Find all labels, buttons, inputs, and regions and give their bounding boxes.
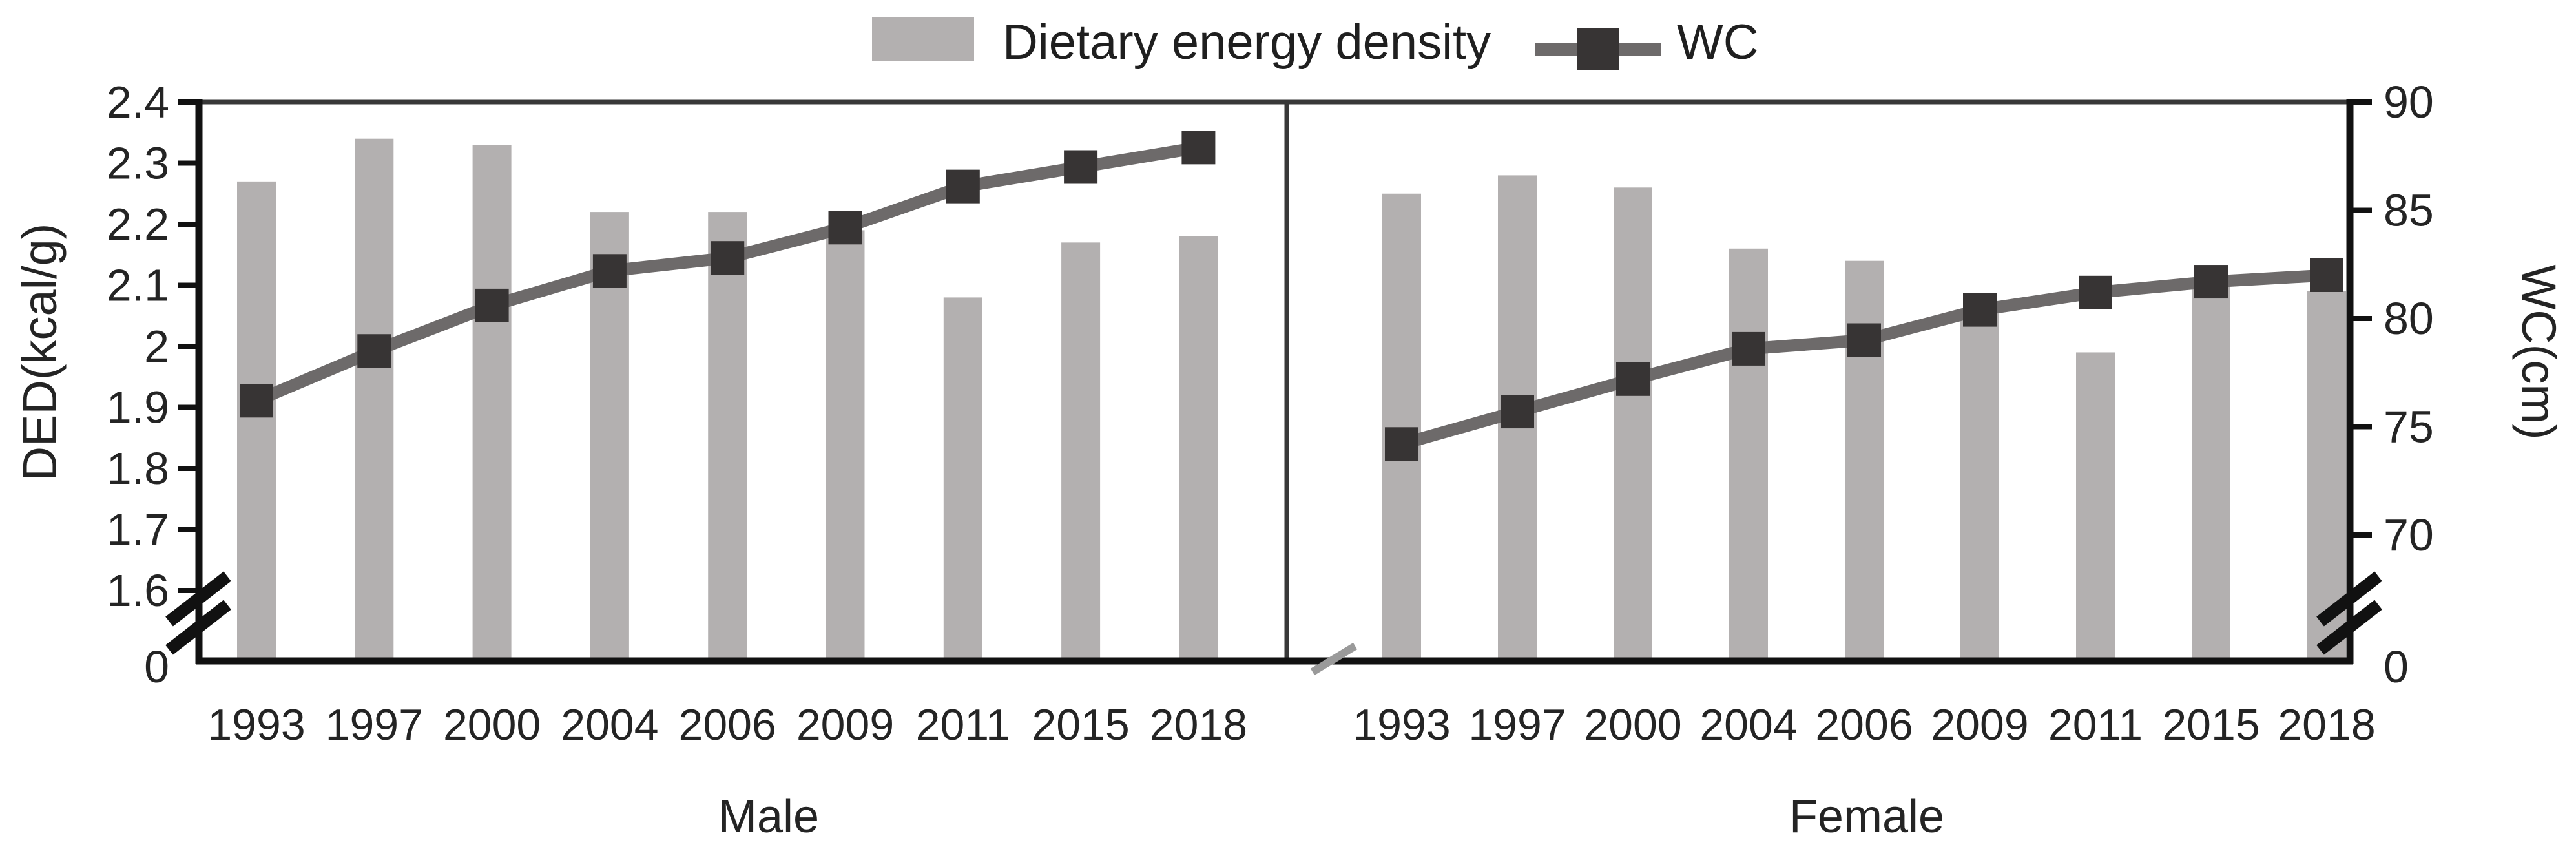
wc-marker-male-1997 (357, 334, 391, 368)
legend-bar-label: Dietary energy density (1002, 15, 1491, 70)
year-label-female-2018: 2018 (2278, 700, 2375, 749)
wc-marker-male-2011 (946, 169, 980, 204)
wc-marker-male-2018 (1181, 131, 1216, 165)
right-axis-tick-label: 70 (2384, 510, 2434, 560)
bar-male-1993 (237, 181, 276, 662)
bar-male-2000 (472, 145, 512, 661)
bar-male-2015 (1061, 242, 1101, 662)
bar-female-2004 (1729, 248, 1768, 661)
year-label-male-2011: 2011 (916, 700, 1010, 749)
bar-male-2018 (1179, 236, 1218, 661)
wc-marker-female-2015 (2194, 265, 2228, 299)
year-label-male-2009: 2009 (796, 700, 894, 749)
bar-male-1997 (355, 138, 394, 661)
wc-marker-female-2004 (1732, 331, 1765, 366)
legend-bar-swatch (872, 17, 974, 61)
year-label-female-2015: 2015 (2162, 700, 2259, 749)
year-label-male-2015: 2015 (1032, 700, 1129, 749)
year-label-female-1993: 1993 (1353, 700, 1450, 749)
wc-marker-male-2004 (592, 254, 627, 288)
left-axis-break-icon (165, 600, 231, 655)
left-axis-tick-label: 1.7 (107, 505, 169, 555)
year-label-female-1997: 1997 (1468, 700, 1566, 749)
year-label-female-2004: 2004 (1699, 700, 1797, 749)
wc-marker-female-2006 (1847, 323, 1881, 357)
year-label-male-2018: 2018 (1150, 700, 1247, 749)
year-label-female-2011: 2011 (2048, 700, 2143, 749)
wc-marker-male-2015 (1064, 150, 1098, 184)
bar-male-2006 (708, 212, 747, 662)
wc-marker-female-2009 (1963, 293, 1997, 327)
wc-marker-male-2009 (828, 211, 862, 245)
legend-line-marker-icon (1577, 28, 1619, 70)
wc-marker-female-1993 (1385, 427, 1418, 461)
right-axis-break-icon (2316, 571, 2382, 627)
right-axis-tick-label: 85 (2384, 185, 2434, 236)
wc-marker-male-2000 (475, 288, 509, 322)
panel-label-male: Male (718, 791, 820, 842)
left-axis-tick-label: 2.1 (107, 260, 169, 311)
year-label-male-2006: 2006 (679, 700, 776, 749)
left-axis-break-icon (165, 571, 231, 627)
left-axis-zero-label: 0 (144, 642, 169, 692)
year-label-female-2009: 2009 (1931, 700, 2028, 749)
right-axis-zero-label: 0 (2384, 642, 2409, 692)
wc-marker-female-1997 (1501, 395, 1534, 429)
right-axis-tick-label: 90 (2384, 77, 2434, 127)
year-label-male-2004: 2004 (561, 700, 658, 749)
right-axis-tick-label: 80 (2384, 293, 2434, 344)
left-axis-tick-label: 2.4 (107, 77, 169, 127)
divider-axis-break-icon (1310, 642, 1358, 676)
left-axis-tick-label: 2.2 (107, 199, 169, 249)
bar-male-2011 (943, 297, 982, 661)
right-axis-break-icon (2316, 600, 2382, 655)
year-label-female-2006: 2006 (1815, 700, 1913, 749)
panel-label-female: Female (1789, 791, 1945, 842)
legend-line-label: WC (1677, 15, 1759, 70)
bar-female-2009 (1960, 309, 1999, 661)
wc-marker-female-2000 (1616, 362, 1650, 396)
bar-female-2011 (2076, 352, 2115, 661)
legend-line-swatch (1535, 0, 1661, 97)
left-axis-tick-label: 2 (144, 321, 169, 371)
wc-marker-female-2011 (2079, 275, 2112, 309)
wc-marker-male-2006 (711, 241, 745, 275)
year-label-male-1993: 1993 (207, 700, 305, 749)
bar-female-2000 (1614, 187, 1652, 661)
year-label-male-1997: 1997 (326, 700, 423, 749)
bar-female-2015 (2192, 285, 2230, 661)
bar-female-2006 (1845, 260, 1884, 661)
left-axis-tick-label: 1.6 (107, 565, 169, 616)
bar-male-2009 (826, 230, 865, 661)
left-axis-tick-label: 2.3 (107, 138, 169, 189)
wc-marker-male-1993 (240, 384, 273, 418)
right-axis-tick-label: 75 (2384, 402, 2434, 452)
wc-marker-female-2018 (2310, 258, 2343, 292)
left-axis-tick-label: 1.9 (107, 382, 169, 433)
year-label-male-2000: 2000 (443, 700, 541, 749)
left-axis-tick-label: 1.8 (107, 443, 169, 494)
year-label-female-2000: 2000 (1584, 700, 1681, 749)
